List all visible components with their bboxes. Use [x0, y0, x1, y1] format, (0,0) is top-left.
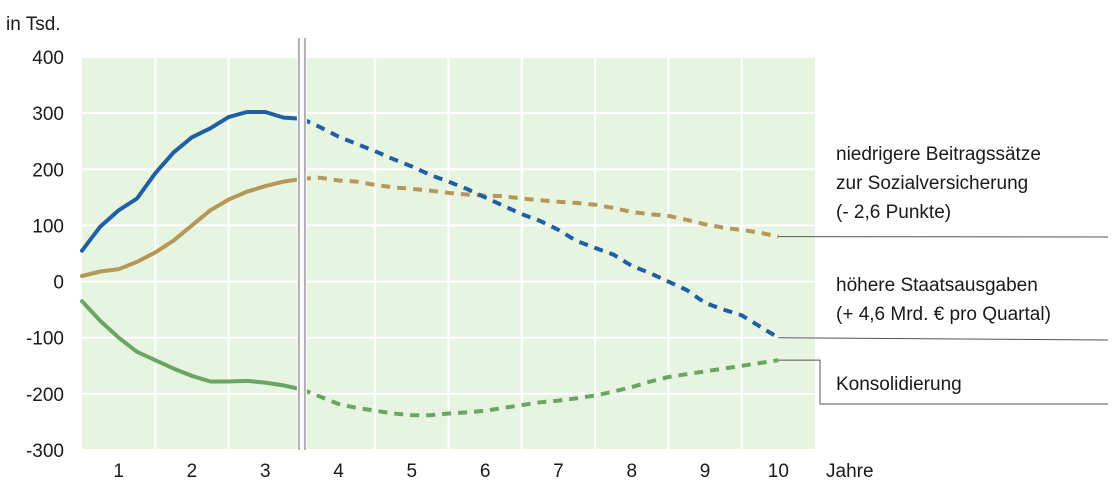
forecast-divider [296, 38, 307, 450]
series-label: Konsolidierung [836, 370, 962, 399]
x-tick-label: 8 [626, 461, 637, 482]
series-label-line: höhere Staatsausgaben [836, 275, 1038, 296]
series-solid-line [80, 110, 304, 253]
x-tick-label: 1 [113, 461, 124, 482]
y-tick-label: 300 [32, 104, 64, 125]
series-label-line: niedrigere Beitragssätze [836, 144, 1041, 165]
series-dashed-line [301, 175, 779, 239]
x-tick-label: 2 [187, 461, 198, 482]
x-tick-label: 10 [768, 461, 789, 482]
x-tick-label: 4 [333, 461, 344, 482]
y-axis-ticks: 400 300 200 100 0 -100 -200 -300 [26, 48, 64, 462]
x-tick-label: 9 [700, 461, 711, 482]
x-tick-label: 3 [260, 461, 271, 482]
series-label-line: Konsolidierung [836, 374, 962, 395]
y-tick-label: 400 [32, 48, 64, 69]
series-solid-line [80, 176, 304, 278]
y-tick-label: -300 [26, 441, 64, 462]
series-label-line: (+ 4,6 Mrd. € pro Quartal) [836, 304, 1051, 325]
x-tick-label: 6 [480, 461, 491, 482]
y-tick-label: -200 [26, 385, 64, 406]
leader-line [778, 359, 1108, 405]
y-unit-label: in Tsd. [6, 14, 61, 35]
label-leader-lines [778, 236, 1109, 405]
x-axis-label: Jahre [826, 461, 874, 482]
series-dashed-line [301, 358, 779, 418]
y-tick-label: 0 [53, 273, 64, 294]
series-dashed-line [301, 116, 780, 340]
x-tick-label: 5 [407, 461, 418, 482]
x-axis-ticks: 1 2 3 4 5 6 7 8 9 10 [113, 461, 789, 482]
series-label: höhere Staatsausgaben (+ 4,6 Mrd. € pro Q… [836, 271, 1051, 329]
y-tick-label: 200 [32, 160, 64, 181]
y-tick-label: -100 [26, 329, 64, 350]
y-tick-label: 100 [32, 216, 64, 237]
series-label-line: zur Sozialversicherung [836, 173, 1029, 194]
x-tick-label: 7 [553, 461, 564, 482]
series-label-line: (- 2,6 Punkte) [836, 202, 952, 223]
leader-line [778, 337, 1109, 341]
series-lines [80, 110, 780, 418]
divider-gap [296, 38, 307, 450]
series-label: niedrigere Beitragssätze zur Sozialversic… [836, 140, 1041, 227]
series-solid-line [80, 299, 304, 392]
